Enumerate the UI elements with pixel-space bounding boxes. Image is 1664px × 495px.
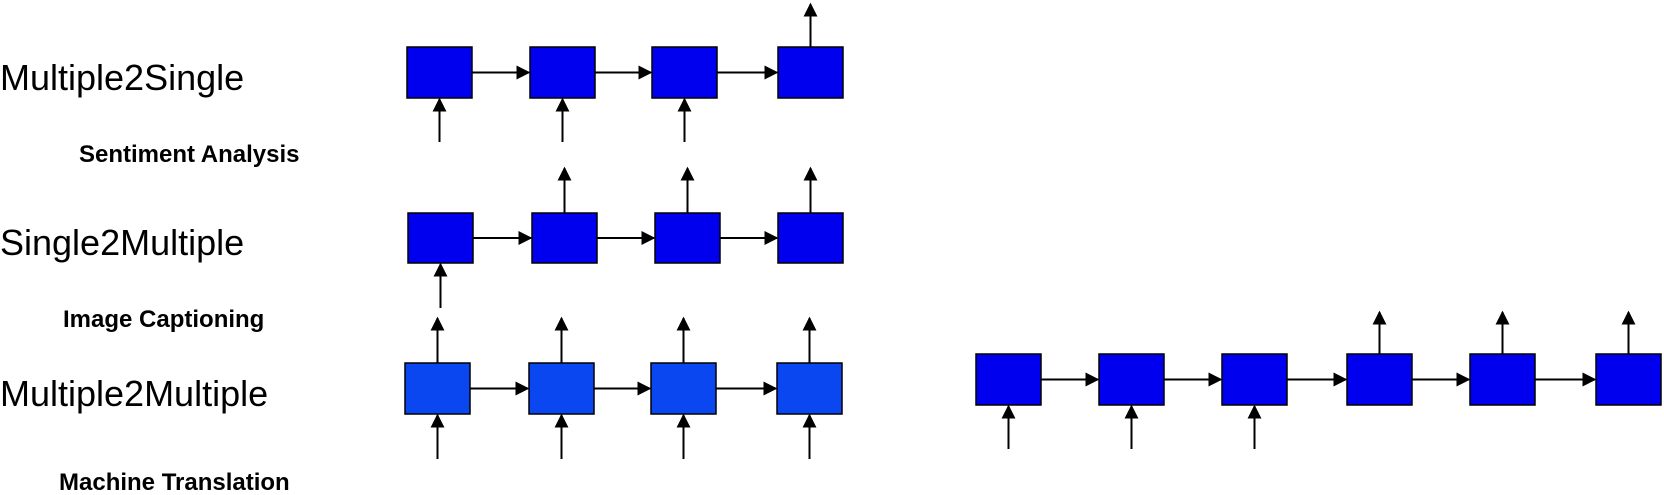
rnn-cell — [407, 212, 474, 264]
rnn-cell — [529, 46, 596, 99]
rnn-cell — [654, 212, 721, 264]
rnn-cell — [531, 212, 598, 264]
title-single2multiple: Single2Multiple — [0, 222, 244, 263]
rnn-cell — [1346, 353, 1413, 406]
rnn-cell — [777, 212, 844, 264]
subtitle-sentiment-analysis: Sentiment Analysis — [79, 141, 300, 168]
rnn-cell — [975, 353, 1042, 406]
title-multiple2multiple: Multiple2Multiple — [0, 373, 268, 414]
title-multiple2single: Multiple2Single — [0, 57, 244, 98]
rnn-cell — [776, 362, 843, 415]
rnn-cell — [528, 362, 595, 415]
rnn-cell — [650, 362, 717, 415]
rnn-cell — [404, 362, 471, 415]
rnn-cell — [1221, 353, 1288, 406]
rnn-chain-single2multiple — [407, 166, 844, 308]
rnn-cell — [406, 46, 473, 99]
rnn-chain-seq2seq — [975, 310, 1662, 449]
rnn-cell — [777, 46, 844, 99]
rnn-cell — [1595, 353, 1662, 406]
rnn-cell — [1469, 353, 1536, 406]
subtitle-machine-translation: Machine Translation — [59, 469, 290, 495]
rnn-chain-multiple2single — [406, 2, 844, 142]
rnn-chain-multiple2multiple — [404, 316, 843, 459]
rnn-cell — [651, 46, 718, 99]
rnn-cell — [1098, 353, 1165, 406]
subtitle-image-captioning: Image Captioning — [63, 306, 264, 333]
